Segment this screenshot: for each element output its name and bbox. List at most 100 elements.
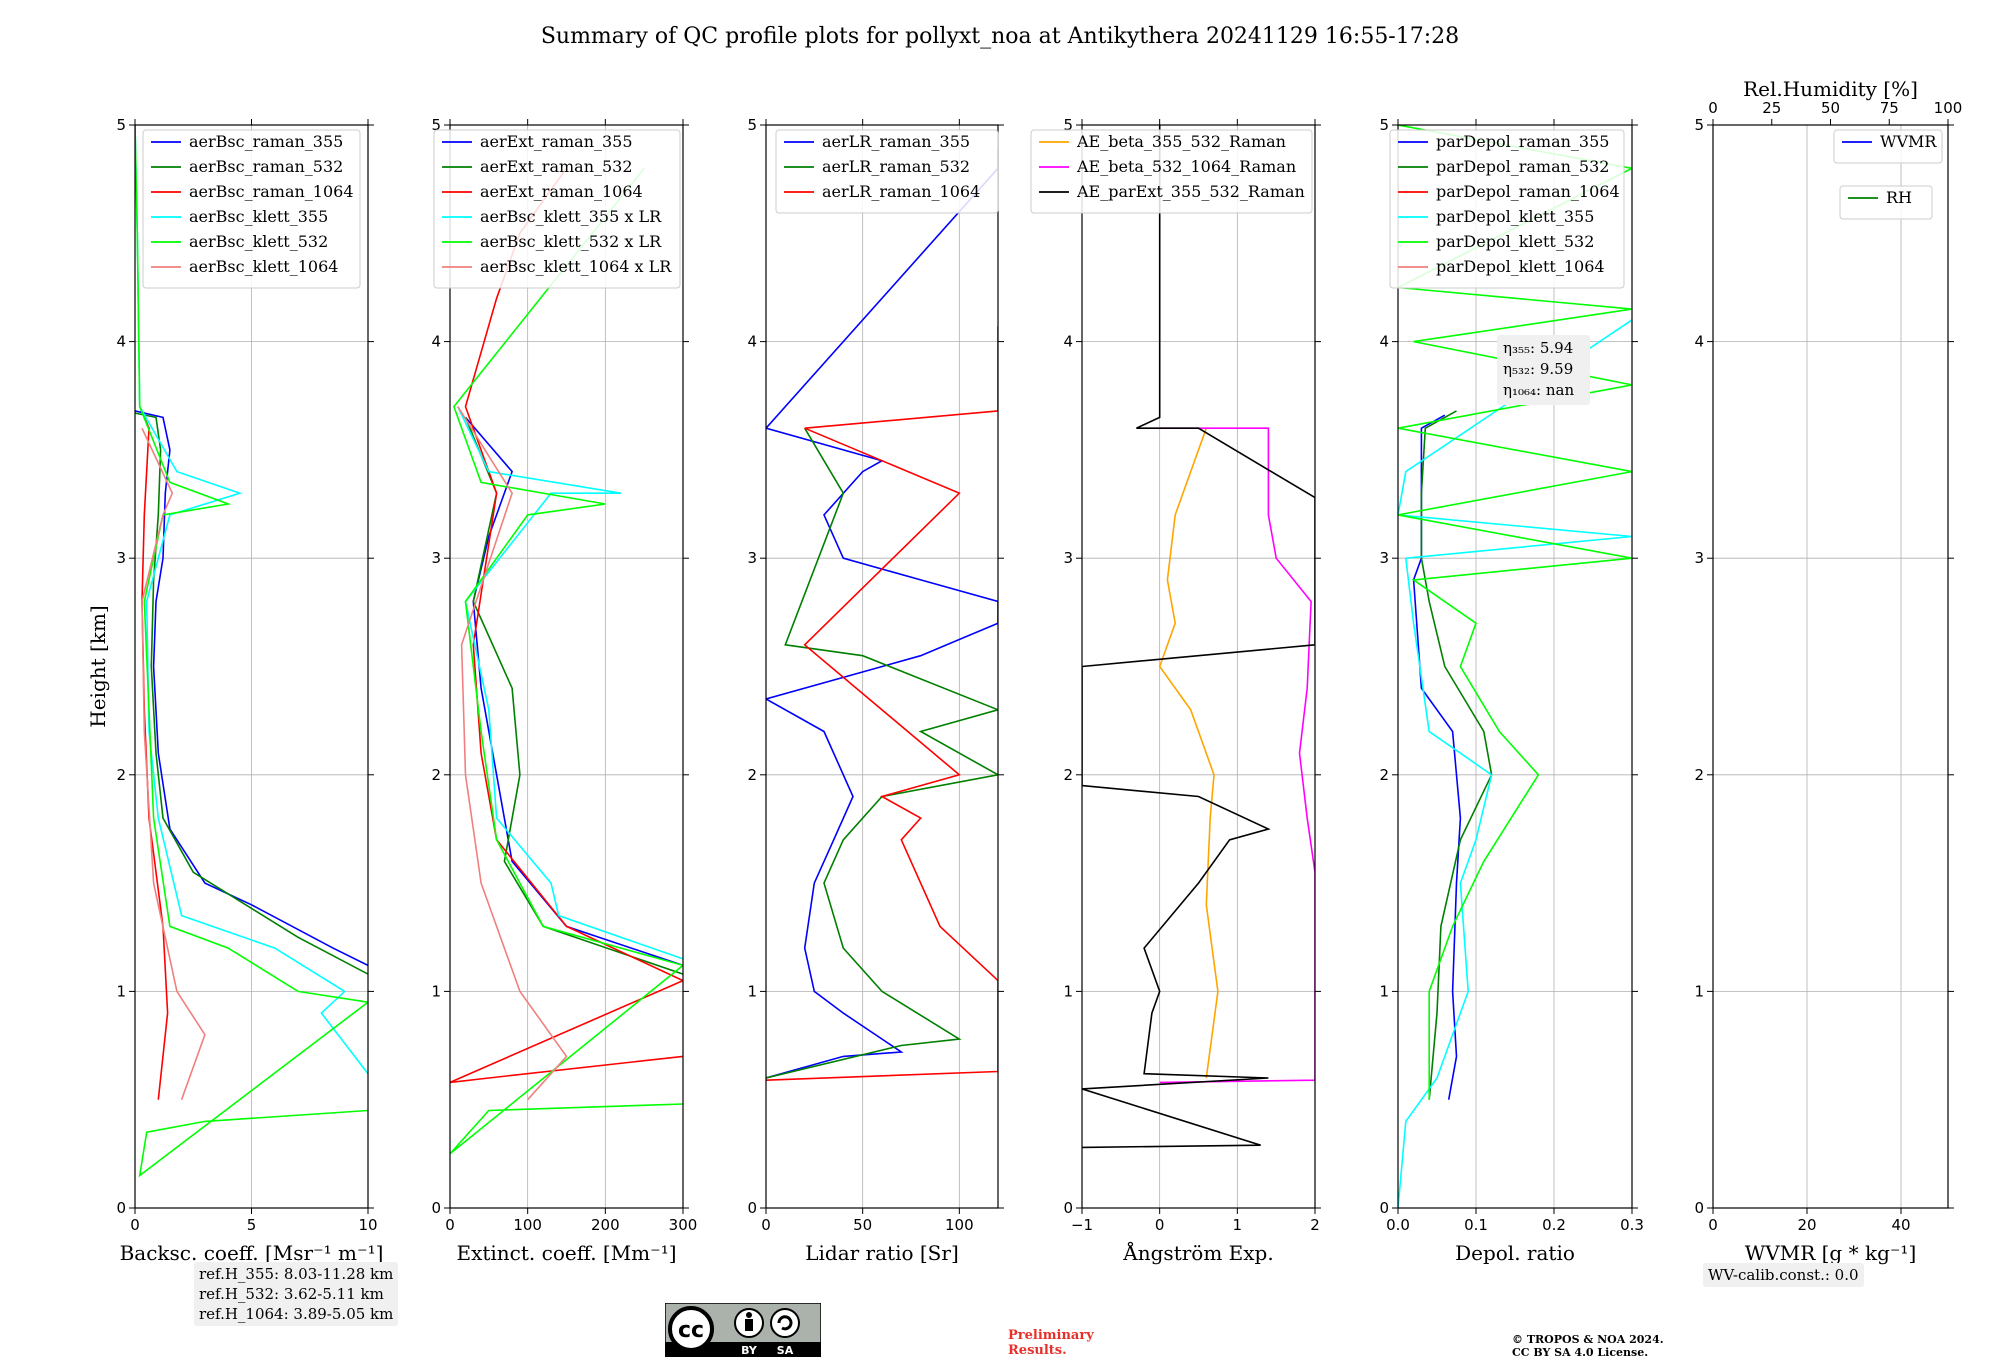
cc-by-sa-badge: cc BY SA bbox=[665, 1303, 821, 1357]
legend-label: aerLR_raman_532 bbox=[822, 157, 970, 176]
series-line-aerBsc_raman_532 bbox=[135, 412, 368, 975]
series-line-aerBsc_raman_355 bbox=[135, 410, 368, 967]
y-tick-label: 0 bbox=[747, 1199, 757, 1217]
series-line-aerLR_raman_532 bbox=[766, 427, 998, 1079]
x2-tick-label: 75 bbox=[1880, 99, 1899, 117]
y-tick-label: 4 bbox=[1694, 333, 1704, 351]
y-tick-label: 4 bbox=[747, 333, 757, 351]
cc-sa-label: SA bbox=[777, 1344, 794, 1357]
copyright-line-1: © TROPOS & NOA 2024. bbox=[1512, 1333, 1664, 1346]
x-tick-label: 200 bbox=[591, 1216, 620, 1234]
y-tick-label: 0 bbox=[116, 1199, 126, 1217]
legend-label: aerExt_raman_532 bbox=[480, 157, 633, 176]
y-tick-label: 0 bbox=[1379, 1199, 1389, 1217]
y-tick-label: 1 bbox=[1063, 982, 1073, 1000]
series-group bbox=[1082, 125, 1315, 1149]
y-tick-label: 1 bbox=[1694, 982, 1704, 1000]
y-axis-label: Height [km] bbox=[86, 605, 110, 727]
x-tick-label: 20 bbox=[1797, 1216, 1816, 1234]
figure-title: Summary of QC profile plots for pollyxt_… bbox=[541, 24, 1459, 49]
legend-label: aerBsc_klett_355 bbox=[189, 207, 328, 226]
y-tick-label: 5 bbox=[116, 116, 126, 134]
legend-label: parDepol_klett_1064 bbox=[1436, 257, 1605, 276]
y-tick-label: 2 bbox=[1379, 766, 1389, 784]
y-tick-label: 5 bbox=[747, 116, 757, 134]
legend-label: AE_beta_355_532_Raman bbox=[1076, 132, 1286, 151]
series-line-aerLR_raman_1064 bbox=[766, 326, 998, 1081]
x-tick-label: 50 bbox=[853, 1216, 872, 1234]
series-line-aerExt_raman_532 bbox=[464, 417, 683, 975]
series-group bbox=[766, 146, 998, 1081]
y-tick-label: 3 bbox=[1379, 549, 1389, 567]
series-line-AE_beta_532_1064_Raman bbox=[1159, 427, 1315, 1084]
x-tick-label: 0.3 bbox=[1620, 1216, 1644, 1234]
legend-label: AE_beta_532_1064_Raman bbox=[1076, 157, 1296, 176]
y-tick-label: 3 bbox=[431, 549, 441, 567]
reference-height-box: ref.H_355: 8.03-11.28 km ref.H_532: 3.62… bbox=[194, 1262, 399, 1326]
prelim-line-2: Results. bbox=[1008, 1343, 1067, 1358]
panel-wv: 0 20 40 0 1 2 3 4 5 WVMR [g * kg⁻¹] 0 25 50 75 100 Rel.… bbox=[1694, 77, 1962, 1265]
legend-label: RH bbox=[1886, 188, 1912, 207]
y-tick-label: 5 bbox=[431, 116, 441, 134]
x-tick-label: 2 bbox=[1310, 1216, 1320, 1234]
axes-frame bbox=[1397, 124, 1633, 1209]
x-tick-label: 0 bbox=[130, 1216, 140, 1234]
eta-annotation-text: η₁₀₆₄: nan bbox=[1503, 381, 1574, 399]
eta-annotation-text: η₃₅₅: 5.94 bbox=[1503, 339, 1573, 357]
y-tick-label: 0 bbox=[431, 1199, 441, 1217]
refh-355: ref.H_355: 8.03-11.28 km bbox=[199, 1265, 394, 1283]
axes-frame bbox=[449, 124, 684, 1209]
x-tick-label: 100 bbox=[513, 1216, 542, 1234]
legend-label: aerBsc_raman_532 bbox=[189, 157, 343, 176]
x-axis-label: Extinct. coeff. [Mm⁻¹] bbox=[456, 1241, 676, 1265]
series-line-aerBsc_klett_1064 x LR bbox=[457, 406, 568, 1101]
cc-by-label: BY bbox=[741, 1344, 758, 1357]
legend-label: parDepol_raman_1064 bbox=[1436, 182, 1620, 201]
y-tick-label: 3 bbox=[116, 549, 126, 567]
legend-label: aerBsc_klett_355 x LR bbox=[480, 207, 662, 226]
axes-frame bbox=[765, 124, 999, 1209]
series-group bbox=[135, 125, 368, 1178]
x-tick-label: 0 bbox=[445, 1216, 455, 1234]
y-tick-label: 1 bbox=[116, 982, 126, 1000]
legend-box bbox=[775, 129, 999, 214]
legend-box bbox=[142, 129, 361, 289]
x-tick-label: 0 bbox=[1708, 1216, 1718, 1234]
series-group bbox=[450, 167, 683, 1155]
axes-frame bbox=[1712, 124, 1949, 1209]
legend-label: aerLR_raman_1064 bbox=[822, 182, 980, 201]
y-tick-label: 4 bbox=[1063, 333, 1073, 351]
legend-label: AE_parExt_355_532_Raman bbox=[1076, 182, 1305, 201]
y-tick-label: 5 bbox=[1063, 116, 1073, 134]
prelim-line-1: Preliminary bbox=[1008, 1328, 1094, 1343]
x-tick-label: 0.2 bbox=[1542, 1216, 1566, 1234]
refh-532: ref.H_532: 3.62-5.11 km bbox=[199, 1285, 384, 1303]
series-line-aerBsc_klett_355 x LR bbox=[457, 406, 683, 960]
legend-label: aerBsc_klett_1064 bbox=[189, 257, 338, 276]
y-tick-label: 3 bbox=[1694, 549, 1704, 567]
series-line-AE_beta_355_532_Raman bbox=[1158, 427, 1219, 1079]
y-tick-label: 4 bbox=[431, 333, 441, 351]
wv-calib-box: WV-calib.const.: 0.0 bbox=[1703, 1263, 1864, 1287]
legend-label: aerExt_raman_1064 bbox=[480, 182, 643, 201]
y-tick-label: 1 bbox=[1379, 982, 1389, 1000]
y-tick-label: 1 bbox=[747, 982, 757, 1000]
x-tick-label: 40 bbox=[1891, 1216, 1910, 1234]
y-tick-label: 5 bbox=[1379, 116, 1389, 134]
x-tick-label: 1 bbox=[1233, 1216, 1243, 1234]
x2-axis-label: Rel.Humidity [%] bbox=[1743, 77, 1918, 101]
series-line-aerLR_raman_355 bbox=[766, 146, 998, 1079]
legend-label: parDepol_raman_532 bbox=[1436, 157, 1609, 176]
legend-box bbox=[1389, 129, 1625, 289]
x-axis-label: Depol. ratio bbox=[1455, 1241, 1575, 1265]
x-axis-label: WVMR [g * kg⁻¹] bbox=[1745, 1241, 1917, 1265]
y-tick-label: 3 bbox=[1063, 549, 1073, 567]
x2-tick-label: 0 bbox=[1708, 99, 1718, 117]
x-axis-label: Lidar ratio [Sr] bbox=[805, 1241, 959, 1265]
legend-label: parDepol_klett_532 bbox=[1436, 232, 1594, 251]
eta-annotation-box bbox=[1497, 335, 1590, 405]
y-tick-label: 2 bbox=[431, 766, 441, 784]
y-tick-label: 2 bbox=[1063, 766, 1073, 784]
series-line-parDepol_raman_532 bbox=[1420, 410, 1493, 1100]
x-tick-label: 5 bbox=[247, 1216, 257, 1234]
